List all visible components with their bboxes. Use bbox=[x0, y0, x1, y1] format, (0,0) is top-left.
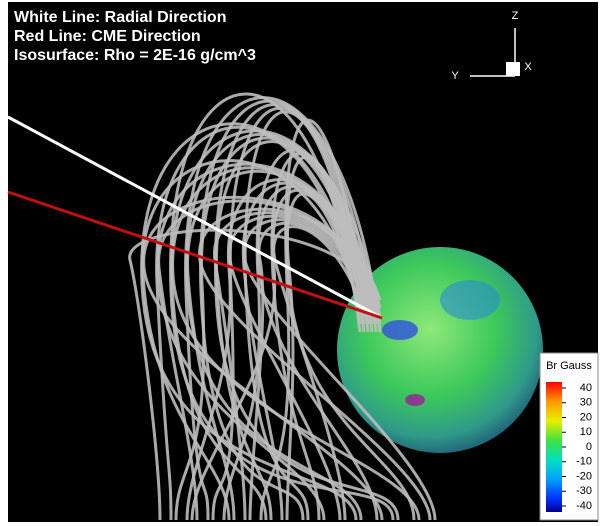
colorbar-tick-label: 10 bbox=[580, 426, 592, 438]
annotation: Red Line: CME Direction bbox=[14, 28, 201, 45]
annotation: White Line: Radial Direction bbox=[14, 9, 226, 26]
triad-label: Z bbox=[512, 10, 519, 22]
colorbar-tick-label: -10 bbox=[576, 456, 592, 468]
colorbar-tick-label: 0 bbox=[586, 441, 592, 453]
colorbar-gradient bbox=[546, 382, 562, 512]
annotation: Isosurface: Rho = 2E-16 g/cm^3 bbox=[14, 47, 256, 64]
visualization: White Line: Radial Direction Red Line: C… bbox=[0, 0, 606, 526]
colorbar-tick-label: -40 bbox=[576, 500, 592, 512]
colorbar-tick-label: -20 bbox=[576, 470, 592, 482]
sphere-patch bbox=[405, 394, 425, 406]
colorbar-tick-label: 30 bbox=[580, 397, 592, 409]
triad-label: X bbox=[524, 61, 532, 73]
colorbar-tick-label: -30 bbox=[576, 485, 592, 497]
triad-label: Y bbox=[451, 70, 459, 82]
colorbar-tick-label: 20 bbox=[580, 411, 592, 423]
colorbar: Br Gauss 40 30 20 10 0 -10 -20 -30 -40 bbox=[540, 353, 598, 520]
triad-box bbox=[506, 62, 520, 76]
sphere-patch bbox=[440, 280, 500, 320]
colorbar-title: Br Gauss bbox=[546, 360, 592, 372]
colorbar-tick-label: 40 bbox=[580, 382, 592, 394]
sphere-patch bbox=[382, 320, 418, 340]
